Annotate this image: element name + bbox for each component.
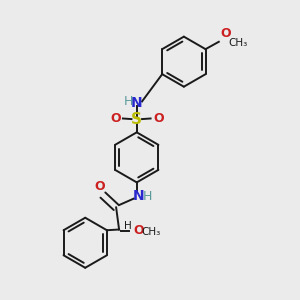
- Text: S: S: [131, 112, 142, 127]
- Text: CH₃: CH₃: [142, 227, 161, 237]
- Text: O: O: [133, 224, 144, 238]
- Text: O: O: [94, 180, 105, 193]
- Text: H: H: [142, 190, 152, 203]
- Text: CH₃: CH₃: [228, 38, 248, 48]
- Text: N: N: [132, 189, 144, 202]
- Text: H: H: [124, 95, 133, 108]
- Text: N: N: [131, 96, 142, 110]
- Text: O: O: [110, 112, 121, 125]
- Text: O: O: [153, 112, 164, 125]
- Text: H: H: [124, 221, 132, 231]
- Text: O: O: [220, 27, 231, 40]
